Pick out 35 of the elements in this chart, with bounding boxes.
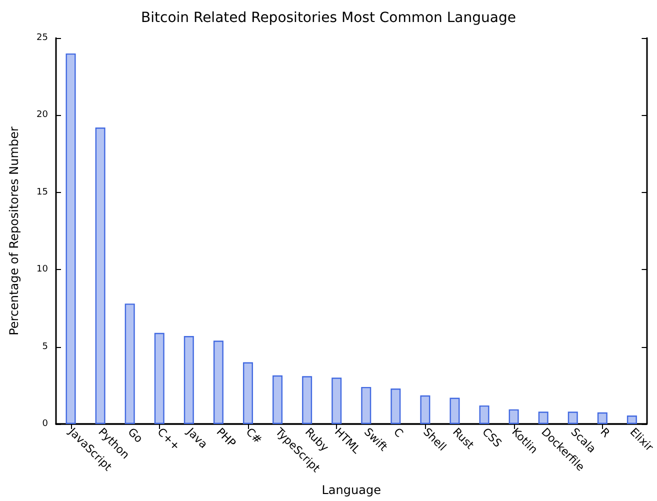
bar — [479, 405, 490, 424]
bar — [242, 362, 253, 424]
y-tick-label: 0 — [42, 419, 48, 429]
bar — [538, 412, 548, 424]
y-tick-label: 20 — [36, 110, 48, 120]
x-axis-title: Language — [322, 483, 381, 497]
bar — [508, 409, 519, 424]
bar — [626, 416, 637, 424]
x-tick-label: CSS — [480, 425, 504, 450]
bar — [213, 340, 224, 424]
y-tick-label: 10 — [36, 264, 48, 275]
bar — [154, 332, 164, 424]
bar — [597, 412, 608, 424]
bar — [66, 53, 76, 424]
bar — [332, 378, 342, 424]
chart-title: Bitcoin Related Repositories Most Common Language — [141, 10, 516, 26]
x-tick-label: PHP — [214, 425, 239, 450]
y-tick-label: 5 — [42, 342, 48, 352]
x-tick-label: C# — [243, 425, 265, 447]
bar — [420, 395, 430, 424]
bar — [390, 388, 401, 424]
y-tick-label: 15 — [36, 187, 48, 198]
x-tick-label: C — [391, 425, 406, 440]
x-tick-label: Go — [125, 425, 146, 446]
bar — [95, 128, 106, 424]
bar — [184, 336, 194, 424]
bar — [302, 376, 312, 424]
bar — [568, 412, 578, 424]
bar — [272, 375, 283, 424]
y-axis-title: Percentage of Repositores Number — [7, 126, 21, 336]
y-tick-label: 25 — [36, 33, 48, 43]
x-tick-label: R — [598, 425, 613, 440]
bar — [124, 304, 135, 424]
bar — [450, 398, 460, 424]
bar — [361, 386, 372, 424]
